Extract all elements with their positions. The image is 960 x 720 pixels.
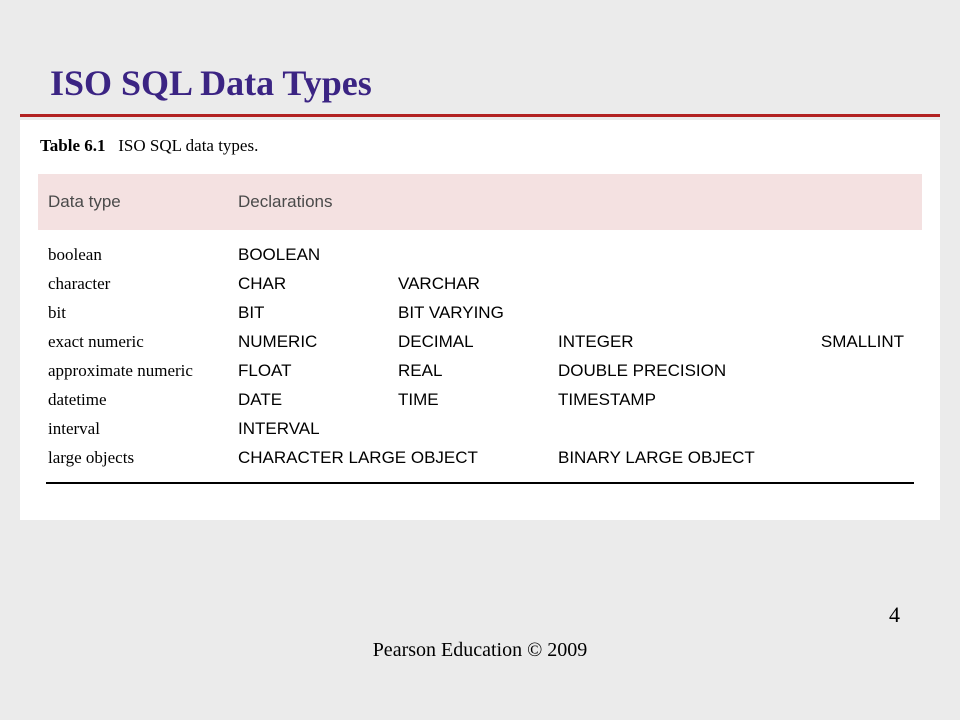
col-header-datatype: Data type: [38, 192, 238, 212]
cell-decl: REAL: [398, 362, 558, 379]
cell-type: approximate numeric: [38, 362, 238, 379]
cell-decl: BINARY LARGE OBJECT: [558, 449, 922, 466]
cell-type: datetime: [38, 391, 238, 408]
cell-decl: BIT VARYING: [398, 304, 558, 321]
table-row: boolean BOOLEAN: [38, 240, 922, 269]
cell-decl: CHARACTER LARGE OBJECT: [238, 449, 558, 466]
cell-decl: INTEGER: [558, 333, 798, 350]
table-bottom-rule: [46, 482, 914, 484]
cell-type: bit: [38, 304, 238, 321]
table-caption-label: Table 6.1: [40, 136, 106, 155]
footer-text: Pearson Education © 2009: [0, 639, 960, 662]
cell-type: interval: [38, 420, 238, 437]
table-row: character CHAR VARCHAR: [38, 269, 922, 298]
cell-type: character: [38, 275, 238, 292]
cell-decl: BOOLEAN: [238, 246, 398, 263]
table-row: interval INTERVAL: [38, 414, 922, 443]
cell-decl: DOUBLE PRECISION: [558, 362, 798, 379]
cell-decl: FLOAT: [238, 362, 398, 379]
page-number: 4: [889, 602, 900, 628]
table-row: bit BIT BIT VARYING: [38, 298, 922, 327]
slide: ISO SQL Data Types Table 6.1 ISO SQL dat…: [0, 0, 960, 720]
table-row: approximate numeric FLOAT REAL DOUBLE PR…: [38, 356, 922, 385]
cell-decl: TIME: [398, 391, 558, 408]
table-caption-text: ISO SQL data types.: [118, 136, 258, 155]
table-row: exact numeric NUMERIC DECIMAL INTEGER SM…: [38, 327, 922, 356]
cell-decl: SMALLINT: [798, 333, 922, 350]
table-panel: Table 6.1 ISO SQL data types. Data type …: [20, 120, 940, 520]
cell-decl: DECIMAL: [398, 333, 558, 350]
cell-decl: VARCHAR: [398, 275, 558, 292]
cell-type: exact numeric: [38, 333, 238, 350]
cell-type: large objects: [38, 449, 238, 466]
cell-decl: DATE: [238, 391, 398, 408]
table-caption: Table 6.1 ISO SQL data types.: [40, 136, 922, 156]
cell-decl: NUMERIC: [238, 333, 398, 350]
cell-decl: TIMESTAMP: [558, 391, 798, 408]
table-row: datetime DATE TIME TIMESTAMP: [38, 385, 922, 414]
col-header-declarations: Declarations: [238, 192, 398, 212]
slide-title: ISO SQL Data Types: [50, 62, 372, 104]
table-body: boolean BOOLEAN character CHAR VARCHAR b…: [38, 230, 922, 472]
cell-type: boolean: [38, 246, 238, 263]
cell-decl: CHAR: [238, 275, 398, 292]
table-header: Data type Declarations: [38, 174, 922, 230]
table-row: large objects CHARACTER LARGE OBJECT BIN…: [38, 443, 922, 472]
cell-decl: INTERVAL: [238, 420, 398, 437]
cell-decl: BIT: [238, 304, 398, 321]
title-underline: [20, 114, 940, 117]
